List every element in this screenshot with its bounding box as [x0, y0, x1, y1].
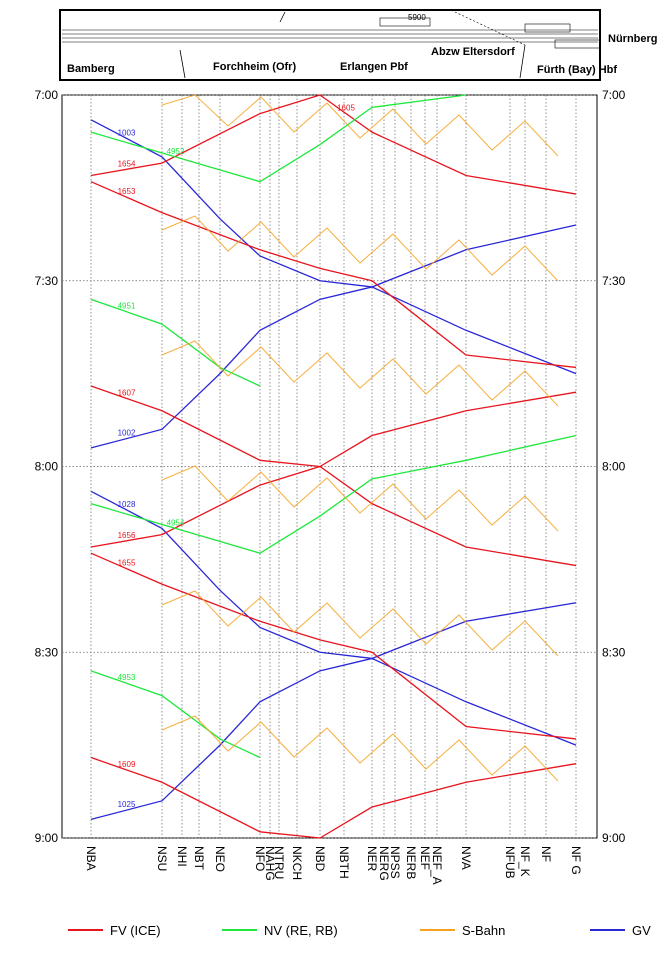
train-number-label: 1655 [118, 559, 136, 568]
train-paths [90, 94, 577, 839]
train-number-label: 1653 [118, 187, 136, 196]
x-station-code: NBTH [337, 846, 351, 879]
train-path-1654 [90, 94, 321, 177]
train-number-label: 1028 [118, 500, 136, 509]
x-station-code: NBD [313, 846, 327, 872]
station-label-eltersdorf: Abzw Eltersdorf [431, 46, 515, 58]
x-station-code: NKCH [290, 846, 304, 880]
train-path-1609 [90, 756, 577, 839]
legend-entry-label: FV (ICE) [110, 923, 161, 938]
x-station-code: NF [539, 846, 553, 862]
train-path-1003 [90, 119, 577, 375]
train-path-1656 [90, 465, 577, 567]
train-number-label: 1609 [118, 760, 136, 769]
train-path-1655 [90, 552, 577, 740]
train-number-label: 1025 [118, 800, 136, 809]
profile-divider [279, 11, 286, 23]
profile-marker: 5900 [408, 13, 426, 22]
x-station-code: NF_K [518, 846, 532, 877]
train-number-label: 1605 [337, 104, 355, 113]
grid-lines [62, 94, 597, 839]
y-tick-label-left: 9:00 [35, 831, 59, 845]
x-station-code: NF G [569, 846, 583, 875]
train-number-label: 4954 [167, 518, 185, 527]
train-path-1002 [90, 224, 577, 449]
train-path-s-bahn [161, 465, 559, 532]
train-path-s-bahn [161, 590, 559, 657]
x-station-code: NPSS [388, 846, 402, 879]
y-tick-label-right: 8:00 [602, 460, 626, 474]
train-path-1605 [319, 94, 577, 195]
x-station-code: NERG [377, 846, 391, 881]
x-station-code: NERB [404, 846, 418, 879]
x-station-code: NBA [84, 846, 98, 871]
profile-divider [519, 44, 526, 79]
x-station-code: NEF [418, 846, 432, 870]
train-path-1025 [90, 602, 577, 821]
station-label-forchheim: Forchheim (Ofr) [213, 61, 296, 73]
train-number-label: 1607 [118, 388, 136, 397]
x-station-code: NSU [155, 846, 169, 871]
train-path-4952 [90, 94, 467, 183]
x-station-code: NBT [192, 846, 206, 871]
train-number-label: 1654 [118, 159, 136, 168]
y-axis-ticks: 7:00 7:00 7:30 7:30 8:00 8:00 8:30 8:30 9:00 9:00 [35, 88, 626, 845]
y-tick-label-left: 8:30 [35, 645, 59, 659]
train-number-labels: 1003 1002 1028 1025 1653 1654 1605 1607 1655 1656… [118, 104, 356, 810]
profile-station-block [379, 17, 431, 27]
y-tick-label-left: 7:00 [35, 88, 59, 102]
legend-entry-label: GV [632, 923, 651, 938]
profile-track-lines [62, 11, 601, 79]
train-number-label: 4952 [167, 147, 185, 156]
track-profile: 5900 Bamberg Forchheim (Ofr) Erlangen Pb… [59, 9, 658, 81]
x-station-code: NVA [459, 846, 473, 870]
train-path-1653 [90, 181, 577, 369]
profile-station-block [554, 39, 601, 49]
y-tick-label-left: 7:30 [35, 274, 59, 288]
station-label-erlangen: Erlangen Pbf [340, 61, 408, 73]
profile-frame [59, 9, 601, 81]
train-path-s-bahn [161, 340, 559, 407]
legend-entry-label: S-Bahn [462, 923, 505, 938]
x-station-code: NFO [253, 846, 267, 871]
x-station-code: NEF_A [430, 846, 444, 885]
x-station-code: NHI [175, 846, 189, 867]
train-number-label: 4951 [118, 302, 136, 311]
legend-entry-label: NV (RE, RB) [264, 923, 338, 938]
train-path-s-bahn [161, 715, 559, 782]
train-number-label: 1002 [118, 429, 136, 438]
profile-station-block [524, 23, 571, 33]
y-tick-label-right: 7:00 [602, 88, 626, 102]
profile-divider [179, 49, 186, 79]
train-path-1028 [90, 490, 577, 746]
y-tick-label-right: 7:30 [602, 274, 626, 288]
x-station-code: NFUB [503, 846, 517, 879]
x-station-code: NTRU [272, 846, 286, 879]
train-number-label: 1003 [118, 128, 136, 137]
plot-area: 1003 1002 1028 1025 1653 1654 1605 1607 1655 1656… [35, 88, 626, 885]
station-label-fuerth: Fürth (Bay) Hbf [537, 64, 617, 76]
train-number-label: 1656 [118, 531, 136, 540]
legend: FV (ICE) NV (RE, RB) S-Bahn GV [68, 923, 651, 938]
y-tick-label-right: 9:00 [602, 831, 626, 845]
train-number-label: 4953 [118, 673, 136, 682]
train-path-4951 [90, 298, 261, 387]
train-path-s-bahn [161, 215, 559, 282]
x-station-code: NER [365, 846, 379, 872]
profile-divider [454, 11, 526, 46]
y-tick-label-right: 8:30 [602, 645, 626, 659]
y-tick-label-left: 8:00 [35, 460, 59, 474]
x-station-code: NAHG [263, 846, 277, 881]
x-station-code: NEO [213, 846, 227, 872]
train-path-s-bahn [161, 94, 559, 157]
station-label-nuernberg: Nürnberg [608, 33, 658, 45]
station-label-bamberg: Bamberg [67, 63, 115, 75]
